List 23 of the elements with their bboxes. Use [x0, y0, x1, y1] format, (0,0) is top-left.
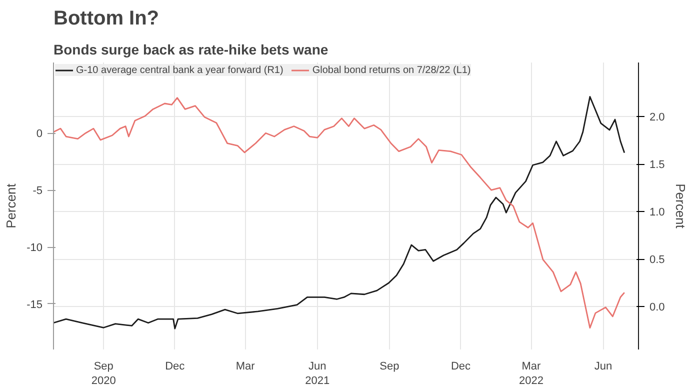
y2-tick-label: 1.0	[650, 206, 665, 219]
x-tick-label: Jun 2021	[305, 360, 330, 387]
y2-tick-label: 0.5	[650, 254, 665, 266]
x-tick-label: Dec	[450, 360, 472, 372]
y2-tick-label: 1.5	[650, 159, 665, 172]
legend-label: Global bond returns on 7/28/22 (L1)	[312, 64, 471, 76]
y-tick-label: 0	[36, 128, 43, 140]
chart-title: Bottom In?	[54, 8, 160, 30]
x-tick-label: Sep	[380, 360, 400, 372]
x-tick-label: Jun	[594, 360, 612, 372]
y-axis-title: Percent	[4, 183, 19, 228]
x-tick-label: Mar	[236, 360, 256, 372]
y-tick-label: -5	[32, 185, 42, 198]
x-tick-label: Dec	[165, 360, 186, 372]
x-tick-label: Mar 2022	[518, 360, 544, 387]
x-tick-label: Sep 2020	[91, 360, 116, 387]
y-tick-label: -15	[26, 298, 43, 311]
y2-tick-label: 2.0	[650, 112, 665, 124]
chart-subtitle: Bonds surge back as rate-hike bets wane	[54, 42, 328, 58]
y2-tick-label: 0.0	[650, 302, 665, 314]
y2-axis-title: Percent	[672, 184, 688, 229]
legend-label: G-10 average central bank a year forward (R1)	[76, 64, 284, 76]
y-tick-label: -10	[26, 242, 43, 254]
